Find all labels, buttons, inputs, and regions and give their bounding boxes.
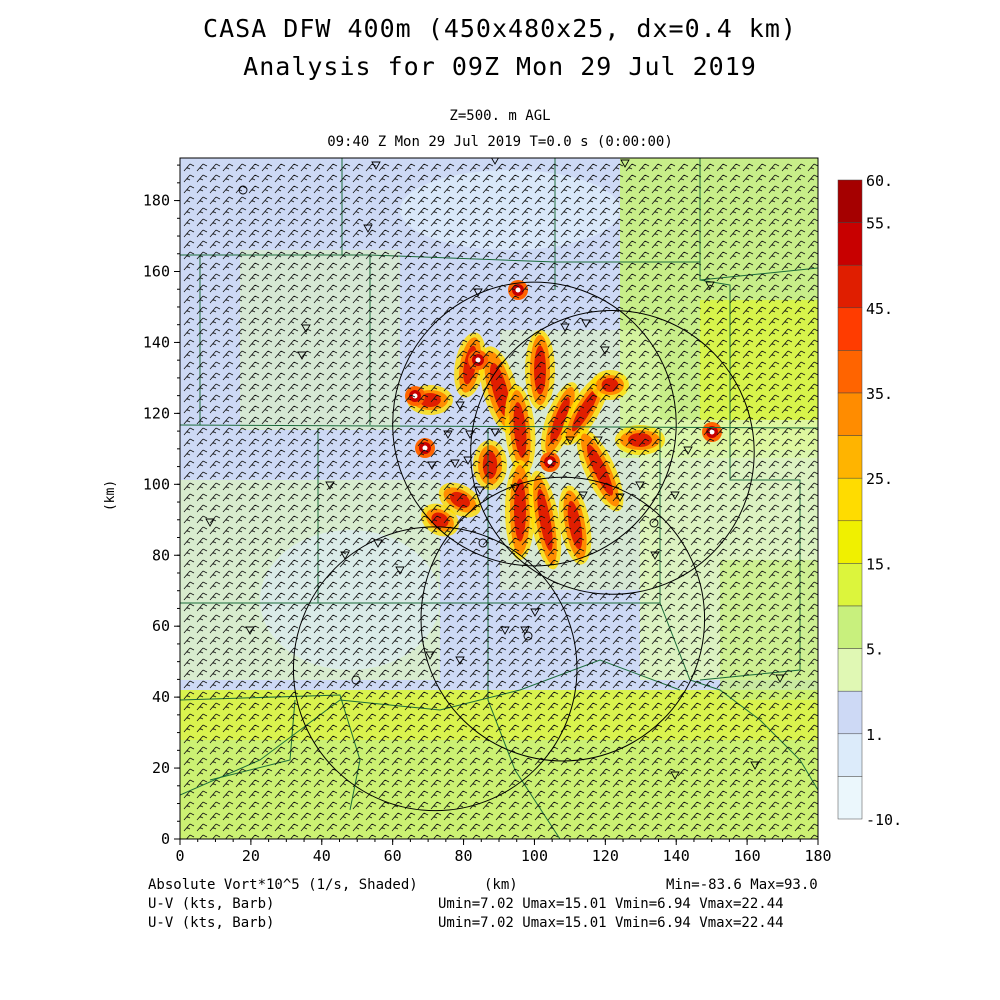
x-tick-label: 140 xyxy=(663,847,690,865)
colorbar-label: 35. xyxy=(866,385,893,403)
colorbar-label: 60. xyxy=(866,172,893,190)
x-tick-label: 20 xyxy=(242,847,260,865)
y-tick-label: 20 xyxy=(152,759,170,777)
x-tick-label: 120 xyxy=(592,847,619,865)
x-tick-label: 80 xyxy=(455,847,473,865)
level-label: Z=500. m AGL xyxy=(449,108,551,124)
colorbar-label: 5. xyxy=(866,641,884,659)
valid-time-label: 09:40 Z Mon 29 Jul 2019 T=0.0 s (0:00:00… xyxy=(327,134,673,150)
x-tick-label: 60 xyxy=(384,847,402,865)
y-tick-label: 80 xyxy=(152,546,170,564)
wind-barbs xyxy=(183,163,818,839)
y-tick-label: 120 xyxy=(143,404,170,422)
vorticity-shading xyxy=(180,158,818,839)
colorbar-swatch xyxy=(837,563,863,607)
colorbar-label: 1. xyxy=(866,726,884,744)
map-subtitle: Analysis for 09Z Mon 29 Jul 2019 xyxy=(243,52,757,81)
colorbar-swatch xyxy=(837,307,863,351)
field-min-max: Min=-83.6 Max=93.0 xyxy=(666,877,818,893)
colorbar-swatch xyxy=(837,392,863,436)
colorbar-label: -10. xyxy=(866,811,902,829)
colorbar-label: 25. xyxy=(866,470,893,488)
colorbar-label: 45. xyxy=(866,300,893,318)
y-tick-label: 60 xyxy=(152,617,170,635)
x-axis-label: (km) xyxy=(484,877,518,893)
colorbar-swatch xyxy=(837,648,863,692)
y-tick-label: 180 xyxy=(143,192,170,210)
colorbar-swatch xyxy=(837,350,863,394)
colorbar: 60. 55. 45. 35. 25. 15. 5. 1. -10. xyxy=(837,172,902,829)
axes: 0 20 40 60 80 100 120 140 160 180 0 20 40 60 80 100 120 1… xyxy=(143,164,832,865)
y-tick-label: 140 xyxy=(143,333,170,351)
county-boundaries xyxy=(180,158,818,839)
y-tick-label: 100 xyxy=(143,475,170,493)
x-tick-label: 160 xyxy=(734,847,761,865)
y-axis-label: (km) xyxy=(103,479,119,512)
vector-stats-1: Umin=7.02 Umax=15.01 Vmin=6.94 Vmax=22.4… xyxy=(438,896,784,912)
colorbar-swatch xyxy=(837,520,863,564)
colorbar-swatch xyxy=(837,477,863,522)
vector-description-2: U-V (kts, Barb) xyxy=(148,915,275,931)
x-tick-label: 40 xyxy=(313,847,331,865)
x-tick-label: 100 xyxy=(521,847,548,865)
colorbar-swatch xyxy=(837,179,863,223)
y-tick-label: 160 xyxy=(143,263,170,281)
colorbar-swatch xyxy=(837,605,863,649)
colorbar-swatch xyxy=(837,690,863,735)
colorbar-swatch xyxy=(837,776,863,820)
radar-range-rings xyxy=(292,281,755,812)
colorbar-label: 55. xyxy=(866,215,893,233)
observation-sites xyxy=(205,158,785,780)
colorbar-swatch xyxy=(837,733,863,777)
vector-stats-2: Umin=7.02 Umax=15.01 Vmin=6.94 Vmax=22.4… xyxy=(438,915,784,931)
y-tick-label: 0 xyxy=(161,830,170,848)
vector-description-1: U-V (kts, Barb) xyxy=(148,896,275,912)
colorbar-swatch xyxy=(837,222,863,266)
field-description: Absolute Vort*10^5 (1/s, Shaded) xyxy=(148,877,418,893)
colorbar-label: 15. xyxy=(866,555,893,573)
colorbar-swatch xyxy=(837,435,863,479)
x-tick-label: 0 xyxy=(175,847,184,865)
colorbar-swatch xyxy=(837,264,863,309)
map-title: CASA DFW 400m (450x480x25, dx=0.4 km) xyxy=(203,14,797,43)
y-tick-label: 40 xyxy=(152,688,170,706)
x-tick-label: 180 xyxy=(804,847,831,865)
